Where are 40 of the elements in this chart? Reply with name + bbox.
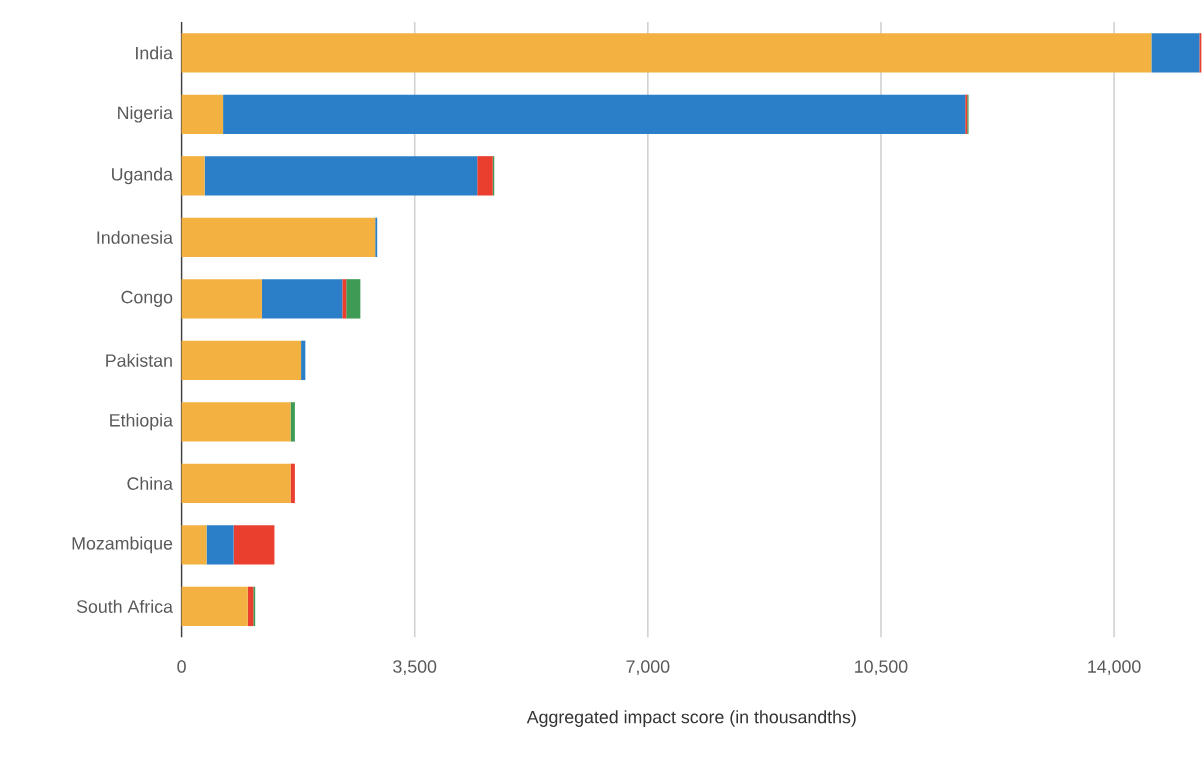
bar: [1199, 33, 1202, 73]
y-tick-label: Ethiopia: [110, 413, 173, 431]
bar: [204, 156, 478, 196]
y-tick-label: Nigeria: [118, 106, 173, 123]
bar: [346, 279, 361, 319]
y-tick-label: Congo: [121, 290, 173, 308]
bar: [375, 217, 378, 258]
bar: [181, 156, 205, 196]
bar: [181, 217, 376, 258]
y-tick-label: Mozambique: [72, 536, 173, 554]
y-tick-label: Pakistan: [106, 354, 172, 368]
bar: [1151, 33, 1200, 73]
bar: [181, 33, 1152, 73]
bar: [181, 94, 224, 135]
bar: [181, 402, 291, 442]
x-axis-title: Aggregated impact score (in thousandths): [526, 710, 856, 728]
bar: [261, 279, 343, 319]
x-tick-label: 3,500: [393, 660, 437, 676]
bar: [342, 279, 347, 319]
y-tick-label: India: [136, 46, 173, 60]
bar: [290, 402, 295, 442]
bar: [181, 463, 291, 504]
bar: [181, 525, 207, 565]
bar: [233, 525, 275, 565]
bar: [181, 586, 248, 627]
y-tick-label: Uganda: [112, 167, 173, 185]
bar: [290, 463, 295, 504]
x-tick-label: 14,000: [1088, 660, 1141, 676]
y-tick-label: Indonesia: [97, 230, 173, 245]
x-tick-label: 7,000: [626, 660, 670, 676]
bar: [181, 340, 302, 381]
bar: [301, 340, 306, 381]
x-tick-label: 10,500: [855, 660, 908, 676]
bar: [206, 525, 234, 565]
bar: [181, 279, 262, 319]
bar: [223, 94, 966, 135]
y-tick-label: China: [127, 477, 173, 491]
bar: [477, 156, 493, 196]
x-tick-label: 0: [177, 660, 186, 673]
y-tick-label: South Africa: [76, 600, 173, 614]
